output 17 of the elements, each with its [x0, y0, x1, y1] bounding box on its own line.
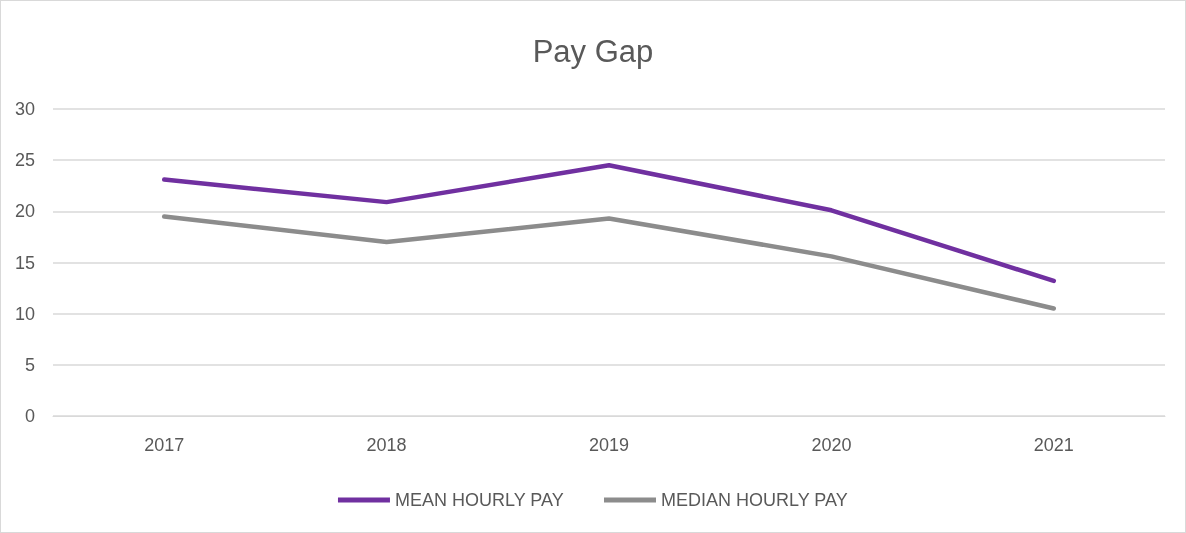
x-tick-label: 2017	[144, 435, 185, 455]
legend-label: MEAN HOURLY PAY	[394, 490, 564, 510]
y-tick-label: 10	[14, 303, 35, 324]
x-tick-label: 2021	[1033, 435, 1074, 455]
x-tick-label: 2019	[588, 435, 630, 455]
x-tick-label: 2018	[366, 435, 407, 455]
line-series	[161, 214, 1057, 311]
y-tick-label: 0	[24, 406, 35, 426]
legend-label: MEDIAN HOURLY PAY	[661, 490, 848, 510]
x-tick-label: 2020	[811, 435, 852, 455]
y-tick-label: 5	[24, 354, 35, 375]
line-series	[161, 163, 1057, 284]
y-tick-label: 20	[14, 201, 35, 222]
y-tick-label: 30	[14, 99, 35, 119]
y-tick-label: 15	[14, 252, 35, 273]
chart-title: Pay Gap	[532, 34, 654, 69]
y-tick-label: 25	[14, 150, 35, 171]
